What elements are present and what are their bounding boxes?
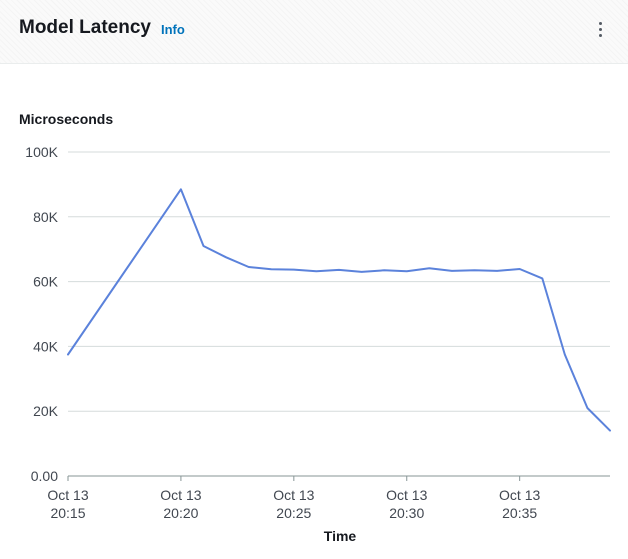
latency-data-point[interactable] <box>314 269 318 273</box>
latency-data-point[interactable] <box>608 429 612 433</box>
latency-data-point[interactable] <box>179 187 183 191</box>
y-tick-label: 40K <box>33 338 59 354</box>
latency-data-point[interactable] <box>382 268 386 272</box>
grid-layer <box>68 151 610 412</box>
info-link[interactable]: Info <box>161 22 185 37</box>
x-tick-time-label: 20:35 <box>502 505 537 521</box>
y-axis-label: Microseconds <box>19 111 114 127</box>
latency-data-point[interactable] <box>337 268 341 272</box>
x-tick-time-label: 20:25 <box>276 505 311 521</box>
latency-data-point[interactable] <box>427 266 431 270</box>
y-tick-label: 20K <box>33 403 59 419</box>
latency-data-point[interactable] <box>247 265 251 269</box>
x-tick-date-label: Oct 13 <box>273 487 314 503</box>
latency-data-point[interactable] <box>360 270 364 274</box>
latency-data-point[interactable] <box>585 406 589 410</box>
kebab-dot <box>598 21 602 25</box>
latency-data-point[interactable] <box>518 267 522 271</box>
latency-data-point[interactable] <box>66 353 70 357</box>
latency-data-point[interactable] <box>540 276 544 280</box>
y-tick-label: 0.00 <box>31 468 58 484</box>
y-tick-label: 100K <box>25 144 58 160</box>
latency-data-point[interactable] <box>563 353 567 357</box>
x-tick-time-label: 20:20 <box>163 505 198 521</box>
latency-series-line <box>67 188 611 432</box>
latency-data-point[interactable] <box>405 269 409 273</box>
y-tick-label: 80K <box>33 209 59 225</box>
x-tick-time-label: 20:30 <box>389 505 424 521</box>
latency-data-point[interactable] <box>292 268 296 272</box>
axis-layer: 0.00 20K 40K 60K 80K 100K Oct 13 20:15 Oct 13 20:… <box>25 144 610 521</box>
kebab-menu-icon[interactable] <box>588 17 612 41</box>
series-layer <box>66 187 612 433</box>
widget-header: Model Latency Info <box>0 0 628 64</box>
kebab-dot <box>598 33 602 37</box>
x-tick-date-label: Oct 13 <box>47 487 88 503</box>
y-tick-label: 60K <box>33 274 59 290</box>
widget-title: Model Latency <box>19 17 151 38</box>
kebab-dot <box>598 27 602 31</box>
latency-data-point[interactable] <box>269 267 273 271</box>
latency-data-point[interactable] <box>495 269 499 273</box>
latency-data-point[interactable] <box>450 269 454 273</box>
latency-data-point[interactable] <box>202 244 206 248</box>
x-axis-label: Time <box>324 528 357 544</box>
latency-data-point[interactable] <box>473 268 477 272</box>
latency-data-point[interactable] <box>224 255 228 259</box>
x-tick-date-label: Oct 13 <box>499 487 540 503</box>
x-tick-date-label: Oct 13 <box>160 487 201 503</box>
x-tick-time-label: 20:15 <box>50 505 85 521</box>
x-tick-date-label: Oct 13 <box>386 487 427 503</box>
